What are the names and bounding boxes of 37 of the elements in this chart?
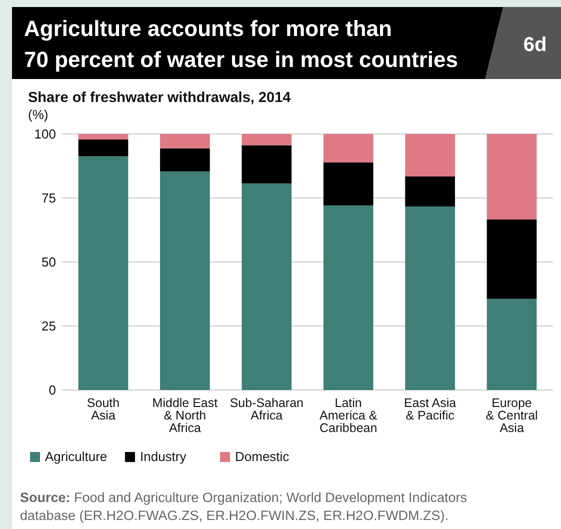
bar bbox=[405, 134, 455, 176]
bar bbox=[486, 298, 537, 390]
bar bbox=[242, 183, 292, 390]
x-tick-label: Latin America & Caribbean bbox=[320, 396, 378, 435]
bar bbox=[405, 176, 455, 206]
bar bbox=[78, 156, 128, 390]
y-tick-label: 50 bbox=[42, 254, 56, 270]
bar bbox=[242, 134, 292, 146]
chart-title: Agriculture accounts for more than 70 percent of water use in most countries bbox=[24, 16, 458, 72]
bar bbox=[486, 134, 537, 220]
bar bbox=[323, 205, 374, 390]
bar bbox=[160, 148, 210, 172]
bar bbox=[78, 139, 128, 156]
bar bbox=[486, 220, 537, 299]
y-tick-label: 75 bbox=[42, 190, 56, 206]
x-tick-label: South Asia bbox=[86, 396, 120, 422]
y-tick-label: 25 bbox=[42, 318, 56, 334]
legend-label: Industry bbox=[140, 449, 187, 464]
legend-label: Domestic bbox=[235, 449, 290, 464]
chart-subtitle: Share of freshwater withdrawals, 2014 bbox=[28, 90, 291, 106]
bar bbox=[323, 162, 374, 206]
legend-label: Agriculture bbox=[45, 449, 108, 464]
bar bbox=[323, 134, 374, 162]
y-axis-title: (%) bbox=[28, 107, 48, 122]
x-tick-label: East Asia & Pacific bbox=[404, 396, 456, 422]
text: 6d bbox=[523, 34, 547, 56]
x-tick-label: Sub-Saharan Africa bbox=[230, 396, 304, 422]
bar bbox=[78, 134, 128, 140]
y-tick-label: 100 bbox=[34, 126, 56, 142]
bar bbox=[160, 171, 210, 390]
source-note: Source: Food and Agriculture Organization; World Development Indicators database (ER.H2O.FWAG.ZS, ER.H2O.FWIN.ZS, ER.H2O.FWDM.ZS). bbox=[20, 490, 468, 523]
x-tick-label: Europe & Central Asia bbox=[486, 396, 538, 435]
bar bbox=[160, 134, 210, 148]
bar bbox=[242, 145, 292, 184]
y-tick-label: 0 bbox=[48, 382, 56, 398]
x-tick-label: Middle East & North Africa bbox=[152, 396, 218, 435]
bar bbox=[405, 206, 455, 390]
